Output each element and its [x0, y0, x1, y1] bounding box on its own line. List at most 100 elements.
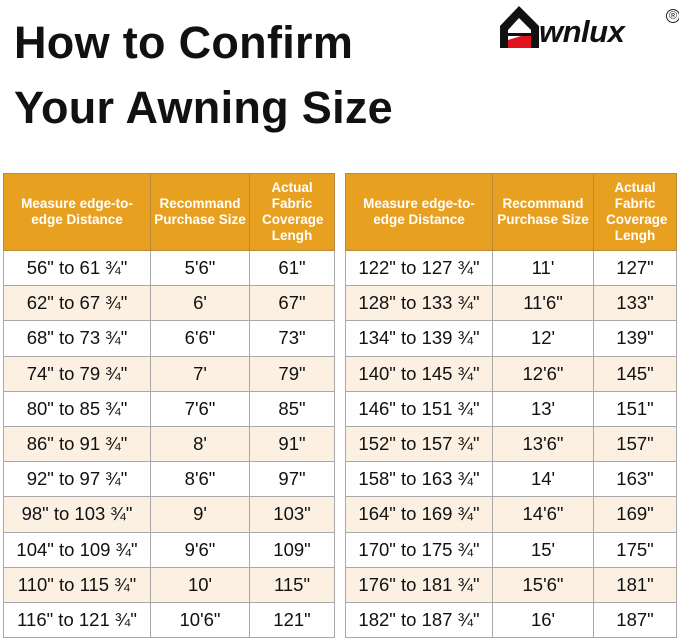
table-row: 170" to 175 ¾" 15' 175": [345, 531, 677, 568]
purchase-size-cell: 8'6": [150, 461, 250, 498]
coverage-cell: 121": [249, 601, 335, 638]
measure-cell: 92" to 97 ¾": [3, 461, 151, 498]
measure-cell: 80" to 85 ¾": [3, 390, 151, 427]
table-row: 80" to 85 ¾" 7'6" 85": [3, 390, 335, 427]
table-row: 122" to 127 ¾" 11' 127": [345, 249, 677, 287]
purchase-size-cell: 11': [492, 249, 594, 287]
purchase-size-cell: 10'6": [150, 601, 250, 638]
header-coverage: Actual Fabric Coverage Lengh: [249, 173, 335, 251]
measure-cell: 56" to 61 ¾": [3, 249, 151, 287]
coverage-cell: 67": [249, 285, 335, 322]
measure-cell: 176" to 181 ¾": [345, 566, 493, 603]
measure-cell: 152" to 157 ¾": [345, 425, 493, 463]
awnlux-logo: wnlux ®: [497, 2, 679, 52]
coverage-cell: 139": [593, 320, 677, 357]
purchase-size-cell: 15'6": [492, 566, 594, 603]
purchase-size-cell: 8': [150, 425, 250, 463]
table-row: 158" to 163 ¾" 14' 163": [345, 461, 677, 498]
coverage-cell: 115": [249, 566, 335, 603]
measure-cell: 104" to 109 ¾": [3, 531, 151, 568]
coverage-cell: 187": [593, 601, 677, 638]
measure-cell: 68" to 73 ¾": [3, 320, 151, 357]
measure-cell: 110" to 115 ¾": [3, 566, 151, 603]
coverage-cell: 163": [593, 461, 677, 498]
logo-text: wnlux: [539, 14, 625, 49]
measure-cell: 122" to 127 ¾": [345, 249, 493, 287]
purchase-size-cell: 14': [492, 461, 594, 498]
measure-cell: 116" to 121 ¾": [3, 601, 151, 638]
table-row: 104" to 109 ¾" 9'6" 109": [3, 531, 335, 568]
purchase-size-cell: 12': [492, 320, 594, 357]
measure-cell: 146" to 151 ¾": [345, 390, 493, 427]
table-row: 92" to 97 ¾" 8'6" 97": [3, 461, 335, 498]
table-row: 140" to 145 ¾" 12'6" 145": [345, 355, 677, 392]
coverage-cell: 97": [249, 461, 335, 498]
table-row: 62" to 67 ¾" 6' 67": [3, 285, 335, 322]
purchase-size-cell: 13'6": [492, 425, 594, 463]
coverage-cell: 127": [593, 249, 677, 287]
logo-house-icon: [500, 6, 539, 48]
purchase-size-cell: 13': [492, 390, 594, 427]
coverage-cell: 85": [249, 390, 335, 427]
table-row: 110" to 115 ¾" 10' 115": [3, 566, 335, 603]
header-purchase-size: Recommand Purchase Size: [150, 173, 250, 251]
coverage-cell: 169": [593, 496, 677, 533]
size-table-left: Measure edge-to-edge Distance Recommand …: [3, 173, 335, 638]
purchase-size-cell: 7': [150, 355, 250, 392]
purchase-size-cell: 6': [150, 285, 250, 322]
measure-cell: 62" to 67 ¾": [3, 285, 151, 322]
measure-cell: 158" to 163 ¾": [345, 461, 493, 498]
table-row: 164" to 169 ¾" 14'6" 169": [345, 496, 677, 533]
table-row: 134" to 139 ¾" 12' 139": [345, 320, 677, 357]
coverage-cell: 73": [249, 320, 335, 357]
table-row: 152" to 157 ¾" 13'6" 157": [345, 425, 677, 463]
measure-cell: 74" to 79 ¾": [3, 355, 151, 392]
coverage-cell: 79": [249, 355, 335, 392]
purchase-size-cell: 16': [492, 601, 594, 638]
title-line-2: Your Awning Size: [14, 82, 393, 133]
table-row: 86" to 91 ¾" 8' 91": [3, 425, 335, 463]
table-row: 98" to 103 ¾" 9' 103": [3, 496, 335, 533]
coverage-cell: 133": [593, 285, 677, 322]
measure-cell: 86" to 91 ¾": [3, 425, 151, 463]
title-line-1: How to Confirm: [14, 17, 354, 68]
measure-cell: 134" to 139 ¾": [345, 320, 493, 357]
measure-cell: 170" to 175 ¾": [345, 531, 493, 568]
table-row: 56" to 61 ¾" 5'6" 61": [3, 249, 335, 287]
coverage-cell: 175": [593, 531, 677, 568]
table-row: 182" to 187 ¾" 16' 187": [345, 601, 677, 638]
measure-cell: 182" to 187 ¾": [345, 601, 493, 638]
purchase-size-cell: 7'6": [150, 390, 250, 427]
size-table-right: Measure edge-to-edge Distance Recommand …: [345, 173, 677, 638]
purchase-size-cell: 5'6": [150, 249, 250, 287]
coverage-cell: 91": [249, 425, 335, 463]
table-row: 128" to 133 ¾" 11'6" 133": [345, 285, 677, 322]
purchase-size-cell: 9'6": [150, 531, 250, 568]
table-row: 68" to 73 ¾" 6'6" 73": [3, 320, 335, 357]
header-coverage: Actual Fabric Coverage Lengh: [593, 173, 677, 251]
table-row: 146" to 151 ¾" 13' 151": [345, 390, 677, 427]
coverage-cell: 157": [593, 425, 677, 463]
measure-cell: 140" to 145 ¾": [345, 355, 493, 392]
coverage-cell: 145": [593, 355, 677, 392]
purchase-size-cell: 14'6": [492, 496, 594, 533]
purchase-size-cell: 12'6": [492, 355, 594, 392]
measure-cell: 128" to 133 ¾": [345, 285, 493, 322]
header-measure: Measure edge-to-edge Distance: [345, 173, 493, 251]
coverage-cell: 103": [249, 496, 335, 533]
coverage-cell: 61": [249, 249, 335, 287]
table-row: 176" to 181 ¾" 15'6" 181": [345, 566, 677, 603]
purchase-size-cell: 15': [492, 531, 594, 568]
measure-cell: 164" to 169 ¾": [345, 496, 493, 533]
header-purchase-size: Recommand Purchase Size: [492, 173, 594, 251]
header-measure: Measure edge-to-edge Distance: [3, 173, 151, 251]
coverage-cell: 151": [593, 390, 677, 427]
purchase-size-cell: 9': [150, 496, 250, 533]
table-row: 74" to 79 ¾" 7' 79": [3, 355, 335, 392]
purchase-size-cell: 11'6": [492, 285, 594, 322]
registered-mark: ®: [666, 9, 679, 23]
purchase-size-cell: 6'6": [150, 320, 250, 357]
measure-cell: 98" to 103 ¾": [3, 496, 151, 533]
coverage-cell: 109": [249, 531, 335, 568]
purchase-size-cell: 10': [150, 566, 250, 603]
